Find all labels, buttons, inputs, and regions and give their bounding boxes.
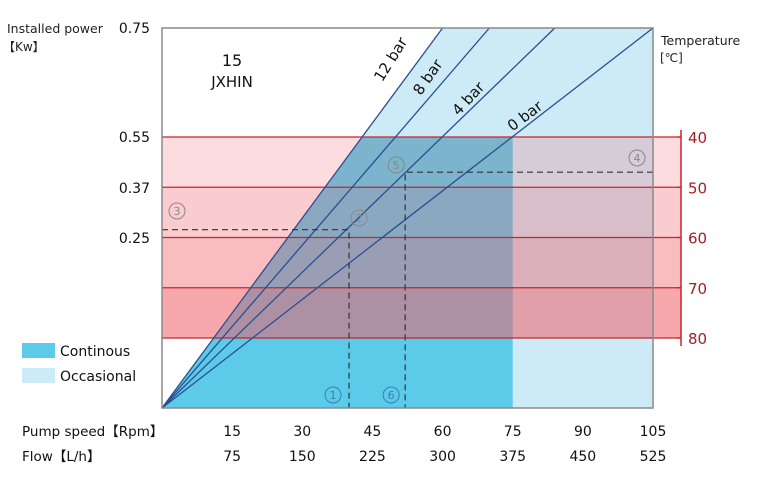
temperature-tick-label: 50 [688, 179, 707, 197]
x-tick-label: 90 [574, 424, 592, 440]
temperature-bands [162, 136, 681, 339]
marker-label: 6 [388, 389, 395, 402]
x-tick-label: 15 [223, 424, 241, 440]
temperature-band [162, 187, 681, 238]
marker-label: 4 [634, 152, 641, 165]
marker-label: 1 [330, 389, 337, 402]
series-line-4-bar [161, 27, 556, 409]
chart-subtitle: JXHIN [210, 73, 253, 91]
x-tick-label: 105 [640, 424, 667, 440]
temperature-band [162, 287, 681, 338]
marker-circle [350, 209, 368, 227]
y-tick-label: 0.55 [119, 130, 150, 146]
y2-axis-unit: [℃] [660, 51, 683, 65]
x-axis-label: Pump speed【Rpm】 [22, 424, 163, 440]
flow-tick-label: 150 [289, 449, 316, 465]
flow-tick-label: 225 [359, 449, 386, 465]
chart-title: 15 [222, 51, 242, 70]
temperature-tick-label: 70 [688, 280, 707, 298]
x2-axis-label: Flow【L/h】 [22, 449, 100, 465]
legend-label-continous: Continous [60, 344, 130, 360]
flow-tick-label: 375 [499, 449, 526, 465]
temperature-tick-label: 80 [688, 330, 707, 348]
x-tick-label: 30 [293, 424, 311, 440]
series-line-8-bar [161, 27, 490, 409]
legend-label-occasional: Occasional [60, 369, 136, 385]
guide-example-1 [162, 229, 350, 408]
legend-swatch-occasional [22, 368, 55, 383]
flow-tick-label: 75 [223, 449, 241, 465]
temperature-band [162, 137, 681, 188]
marker-circle [382, 386, 400, 404]
temperature-band [162, 237, 681, 288]
marker-circle [387, 156, 405, 174]
series-line-0-bar [161, 27, 654, 409]
temperature-tick-label: 40 [688, 129, 707, 147]
x-tick-labels: 15 75 30 150 45 225 60 300 75 375 90 450 105 525 [223, 424, 666, 465]
x-tick-label: 60 [434, 424, 452, 440]
annotation-markers: 1 2 3 4 5 6 [168, 149, 646, 404]
marker-circle [168, 202, 186, 220]
y-axis-label: Installed power [7, 21, 104, 36]
x-tick-label: 75 [504, 424, 522, 440]
x-tick-label: 45 [364, 424, 382, 440]
legend-swatch-continous [22, 343, 55, 358]
flow-tick-label: 525 [640, 449, 667, 465]
y-axis-unit: 【Kw】 [3, 40, 45, 54]
y-tick-label: 0.37 [119, 181, 150, 197]
marker-label: 3 [174, 205, 181, 218]
y-tick-label: 0.25 [119, 231, 150, 247]
marker-circle [324, 386, 342, 404]
y2-axis-label: Temperature [660, 33, 740, 48]
series-line-12-bar [161, 27, 444, 409]
flow-tick-label: 450 [569, 449, 596, 465]
y-tick-label: 0.75 [119, 21, 150, 37]
example-guides [162, 171, 653, 408]
plot-frame [161, 27, 654, 409]
y-tick-labels: 0.25 0.37 0.55 0.75 [119, 21, 150, 247]
legend: Continous Occasional [22, 343, 136, 385]
marker-label: 5 [393, 159, 400, 172]
series-label: 12 bar [370, 33, 412, 85]
marker-label: 2 [356, 212, 363, 225]
guide-example-2 [404, 171, 653, 408]
flow-tick-label: 300 [429, 449, 456, 465]
temperature-tick-labels: 40 50 60 70 80 [688, 129, 707, 348]
marker-circle [628, 149, 646, 167]
temperature-tick-label: 60 [688, 230, 707, 248]
